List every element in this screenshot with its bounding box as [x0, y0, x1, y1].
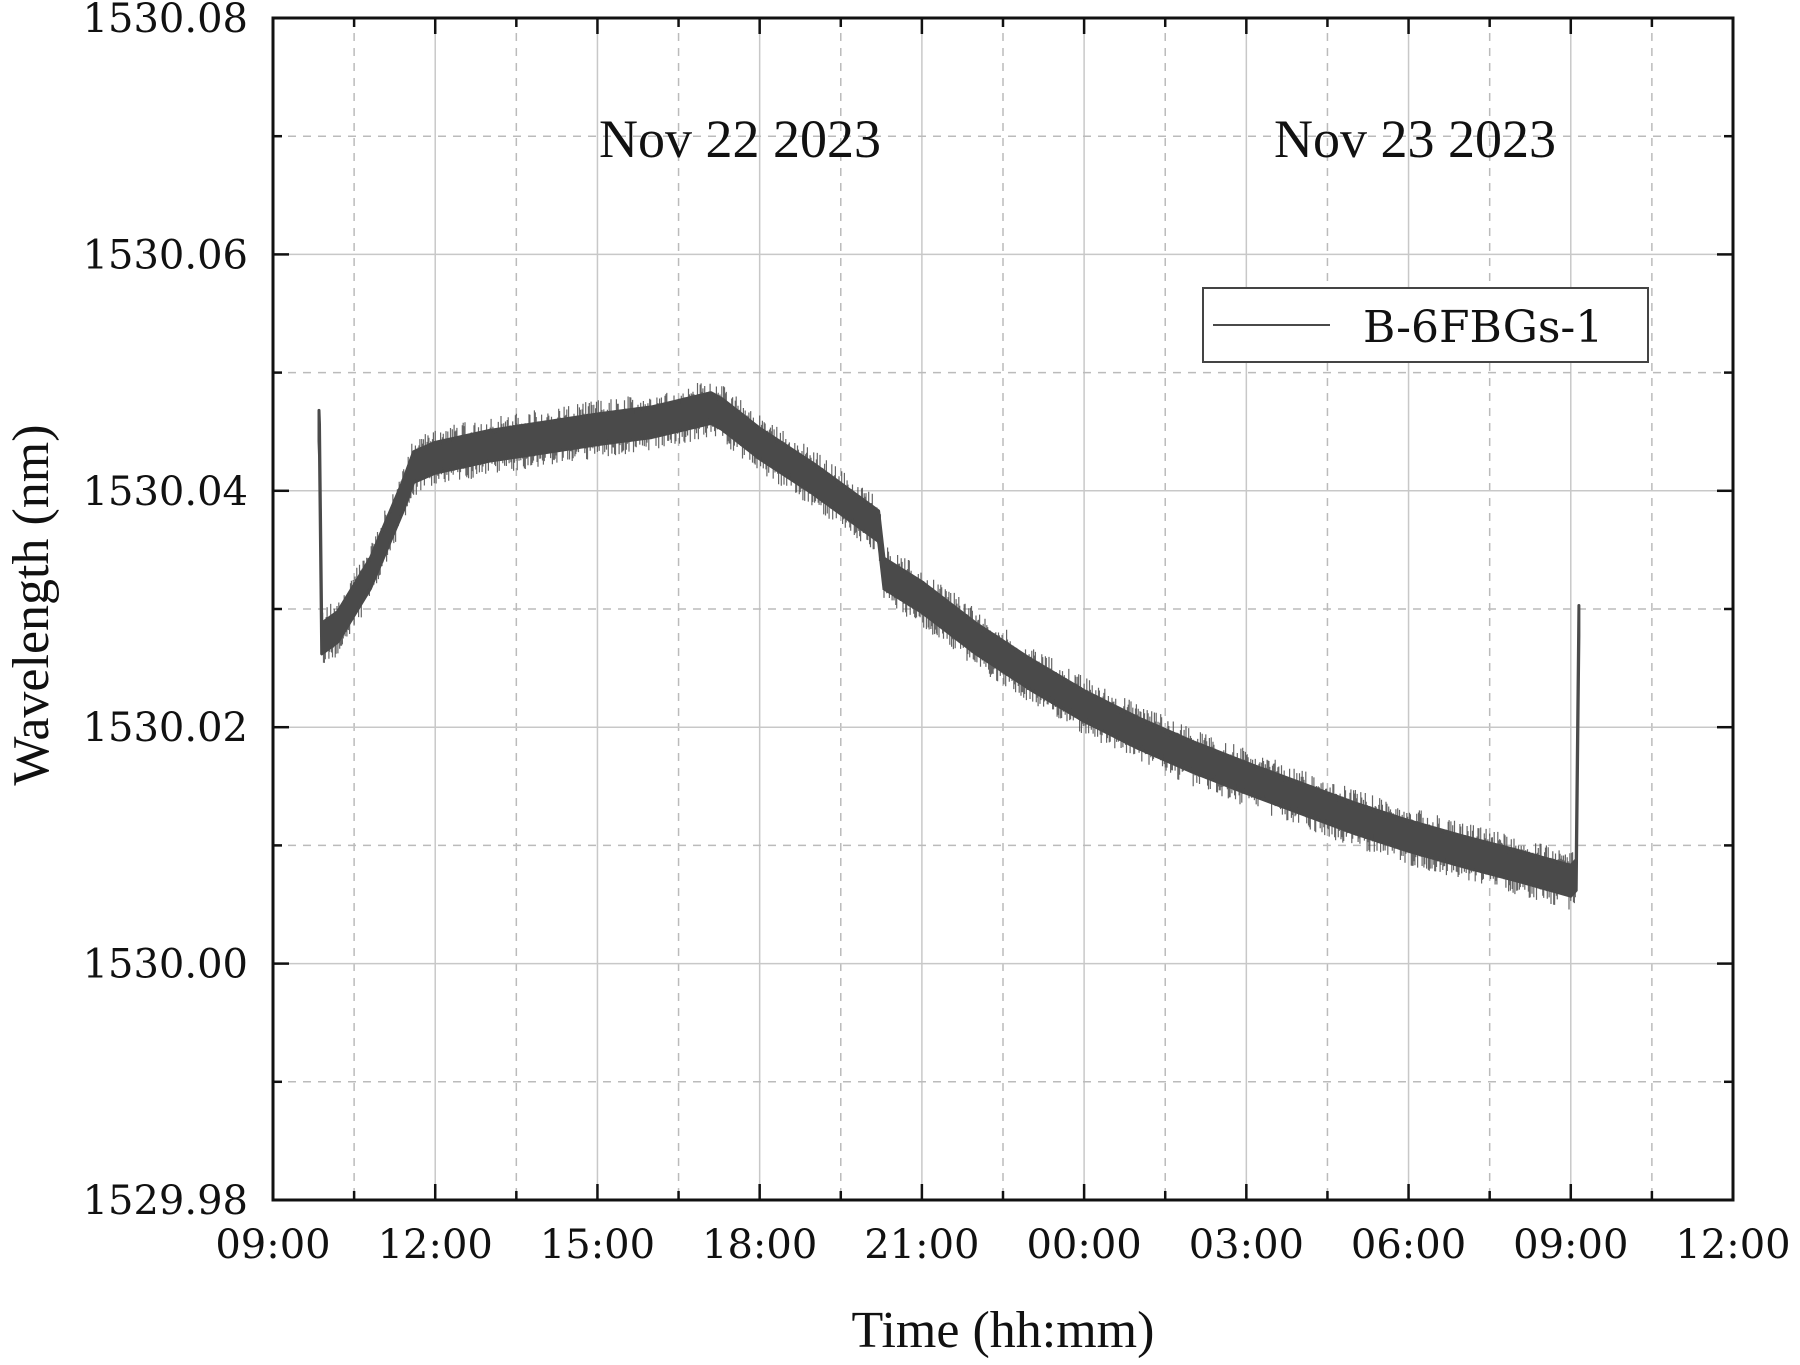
y-tick-label: 1530.06 — [83, 232, 248, 278]
series-layer — [318, 383, 1579, 910]
series-noise-0 — [318, 383, 1579, 910]
tick-labels: 09:00 12:00 15:00 18:00 21:00 00:00 03:00 06:00… — [83, 0, 1791, 1268]
y-tick-label: 1529.98 — [83, 1178, 248, 1224]
x-axis-title: Time (hh:mm) — [852, 1302, 1155, 1359]
x-tick-label: 03:00 — [1189, 1222, 1304, 1268]
y-tick-label: 1530.00 — [83, 942, 248, 988]
x-tick-label: 00:00 — [1026, 1222, 1141, 1268]
axis-ticks — [271, 16, 1735, 1202]
y-tick-label: 1530.04 — [83, 469, 248, 515]
legend: B-6FBGs-1 — [1202, 287, 1649, 363]
x-tick-label: 12:00 — [378, 1222, 493, 1268]
y-tick-label: 1530.02 — [83, 705, 248, 751]
x-tick-label: 21:00 — [864, 1222, 979, 1268]
legend-entry-b-6fbgs-1: B-6FBGs-1 — [1363, 302, 1603, 353]
x-tick-label: 06:00 — [1351, 1222, 1466, 1268]
x-tick-label: 12:00 — [1675, 1222, 1790, 1268]
x-tick-label: 18:00 — [702, 1222, 817, 1268]
y-axis-title: Wavelength (nm) — [3, 424, 60, 785]
x-tick-label: 15:00 — [540, 1222, 655, 1268]
y-tick-label: 1530.08 — [83, 0, 248, 42]
x-tick-label: 09:00 — [1513, 1222, 1628, 1268]
annotation-nov-23-2023: Nov 23 2023 — [1274, 109, 1556, 169]
x-tick-label: 09:00 — [215, 1222, 330, 1268]
grid-lines — [273, 18, 1733, 1200]
annotation-nov-22-2023: Nov 22 2023 — [599, 109, 881, 169]
